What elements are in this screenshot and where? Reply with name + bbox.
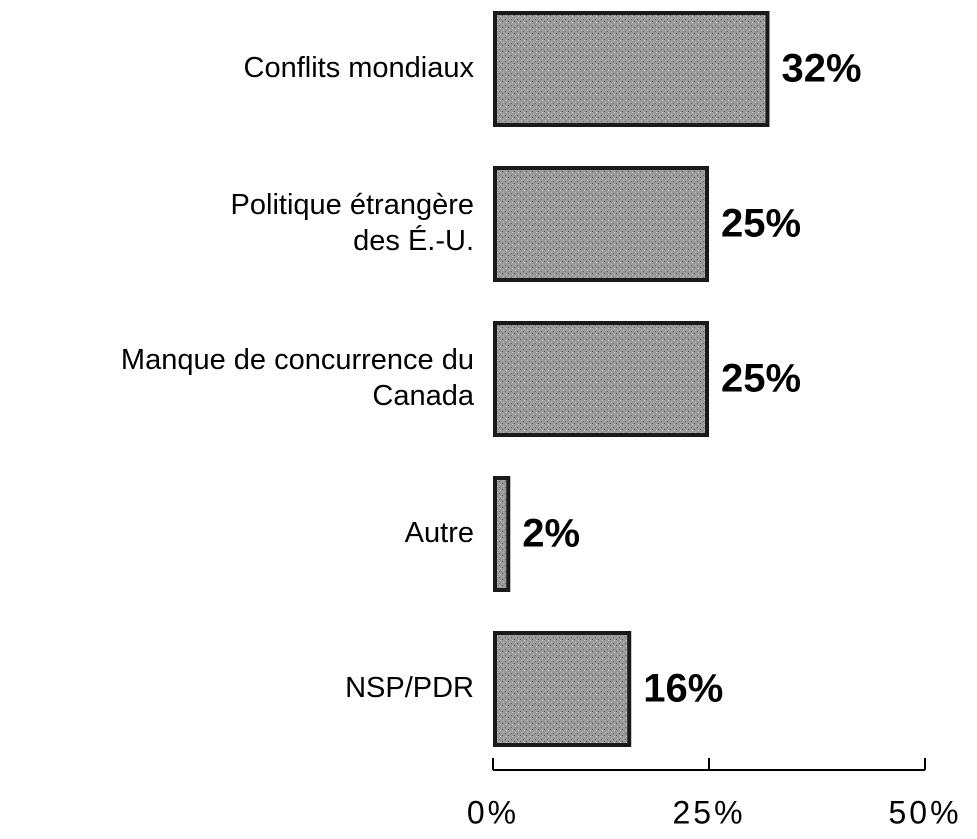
bar xyxy=(493,476,511,592)
x-tick-label: 0% xyxy=(467,794,519,830)
category-label: Politique étrangère des É.-U. xyxy=(231,189,474,257)
value-label: 25% xyxy=(721,202,801,246)
value-label: 2% xyxy=(522,512,580,556)
category-label: NSP/PDR xyxy=(345,672,474,704)
category-label: Conflits mondiaux xyxy=(244,52,475,84)
x-tick-label: 25% xyxy=(672,794,745,830)
bar xyxy=(493,166,709,282)
bar xyxy=(493,631,632,747)
value-label: 25% xyxy=(721,357,801,401)
category-label: Manque de concurrence du Canada xyxy=(121,344,475,412)
value-label: 32% xyxy=(781,47,861,91)
bar xyxy=(493,11,770,127)
category-label: Autre xyxy=(405,517,474,549)
value-label: 16% xyxy=(643,667,723,711)
bar xyxy=(493,321,709,437)
x-tick-label: 50% xyxy=(888,794,961,830)
